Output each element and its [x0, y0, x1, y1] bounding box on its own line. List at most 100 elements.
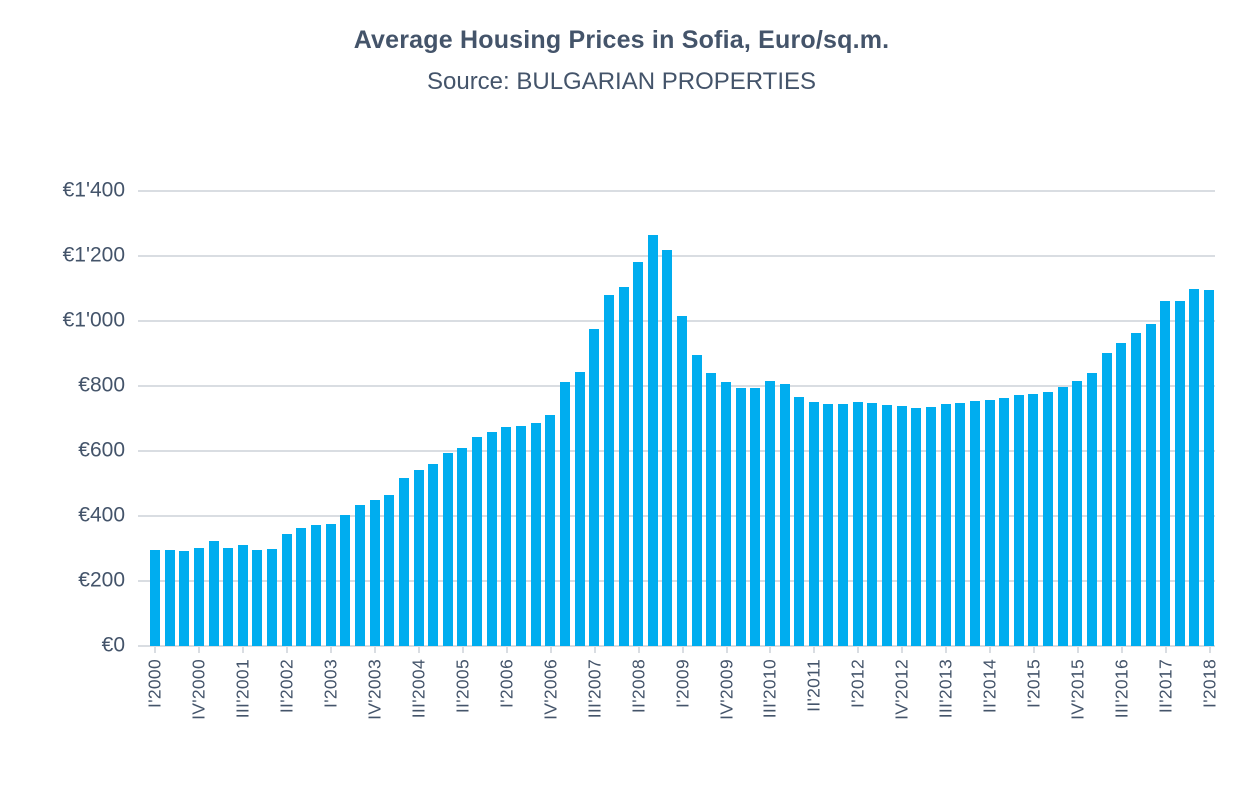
x-tick-label: I'2003: [320, 659, 341, 708]
bar-II'2011: [808, 401, 819, 646]
x-tick-label-slot: III'2016: [1112, 659, 1133, 718]
x-tick-label-slot: I'2018: [1200, 659, 1221, 708]
x-tick-label: III'2004: [408, 659, 429, 719]
bar-I'2015: [1028, 393, 1039, 646]
bar-III'2015: [1057, 387, 1068, 646]
bar-I'2009: [677, 316, 688, 646]
bar-III'2005: [472, 437, 483, 646]
y-tick-label: €1'000: [62, 308, 125, 332]
bar-IV'2014: [1013, 395, 1024, 646]
x-tick-label: I'2000: [144, 659, 165, 708]
bar-III'2003: [354, 504, 365, 646]
bar-I'2011: [794, 397, 805, 646]
bar-I'2004: [384, 495, 395, 646]
x-tick-label: II'2005: [452, 659, 473, 714]
x-axis-tick: [901, 646, 904, 653]
x-tick-label-slot: I'2009: [672, 659, 693, 708]
y-tick-label: €1'200: [62, 243, 125, 267]
y-tick-label: €200: [78, 568, 125, 592]
bar-II'2015: [1043, 391, 1054, 646]
bar-III'2007: [589, 329, 600, 646]
x-tick-label: IV'2000: [188, 659, 209, 720]
bar-II'2010: [750, 387, 761, 646]
x-axis-tick: [989, 646, 992, 653]
x-tick-label: III'2001: [232, 659, 253, 719]
bar-I'2001: [208, 540, 219, 646]
x-tick-label-slot: III'2004: [408, 659, 429, 718]
bar-III'2010: [764, 380, 775, 646]
bar-I'2016: [1087, 372, 1097, 646]
bar-IV'2007: [603, 295, 614, 646]
x-tick-label: IV'2012: [891, 659, 912, 720]
x-axis-tick: [1033, 646, 1036, 653]
x-tick-label: II'2011: [803, 659, 824, 712]
x-axis-tick: [1165, 646, 1167, 653]
bar-I'2010: [735, 387, 746, 646]
x-tick-label-slot: II'2011: [804, 659, 825, 712]
bar-I'2002: [267, 548, 278, 646]
y-tick-label: €600: [78, 438, 125, 462]
x-axis-tick: [1121, 646, 1124, 653]
bar-III'2002: [296, 528, 307, 646]
bar-II'2014: [984, 399, 995, 646]
x-axis-tick: [329, 646, 332, 653]
bar-II'2000: [164, 549, 175, 646]
x-axis-tick: [461, 646, 464, 653]
x-axis-labels: I'2000 IV'2000 III'2001 II'2002 I'2003 IV'200…: [145, 659, 1220, 786]
x-tick-label: III'2013: [935, 659, 956, 719]
x-tick-label-slot: III'2007: [584, 659, 605, 718]
bar-IV'2008: [662, 250, 673, 646]
x-tick-label: I'2015: [1023, 659, 1044, 708]
bar-II'2008: [633, 261, 644, 646]
x-tick-label: II'2014: [979, 659, 1000, 714]
bar-III'2017: [1174, 301, 1185, 646]
bar-IV'2002: [311, 525, 322, 646]
bar-I'2017: [1145, 324, 1156, 646]
x-tick-label-slot: II'2005: [452, 659, 473, 713]
bar-I'2005: [442, 453, 453, 646]
x-tick-label-slot: II'2014: [980, 659, 1001, 713]
bar-IV'2017: [1189, 288, 1200, 646]
y-axis-labels: €0 €200 €400 €600 €800 €1'000 €1'200 €1'400: [0, 179, 125, 657]
bar-I'2008: [618, 286, 629, 646]
gridline: [138, 450, 1215, 452]
bar-II'2017: [1160, 301, 1171, 646]
x-axis-tick: [198, 646, 200, 653]
chart-title: Average Housing Prices in Sofia, Euro/sq…: [353, 26, 890, 54]
chart-subtitle: Source: BULGARIAN PROPERTIES: [426, 68, 816, 95]
bar-II'2001: [223, 548, 234, 646]
bar-III'2001: [237, 545, 248, 646]
x-axis-tick: [857, 646, 860, 653]
bar-IV'2015: [1072, 380, 1083, 646]
bar-III'2009: [706, 373, 717, 646]
bar-IV'2010: [779, 384, 790, 646]
x-tick-label: II'2017: [1155, 659, 1176, 714]
bar-III'2012: [882, 405, 893, 646]
bar-II'2004: [398, 478, 409, 646]
x-axis-tick: [769, 646, 772, 653]
x-tick-label-slot: IV'2015: [1068, 659, 1089, 720]
plot-area: [138, 190, 1215, 653]
bar-IV'2005: [486, 431, 497, 646]
x-axis-tick: [417, 646, 420, 653]
x-tick-label: III'2007: [584, 659, 605, 719]
x-axis-tick: [637, 646, 640, 653]
bar-II'2009: [691, 354, 702, 646]
bar-III'2013: [940, 404, 951, 646]
bar-I'2003: [325, 524, 336, 646]
x-tick-label: I'2012: [847, 659, 868, 708]
bar-II'2013: [925, 406, 936, 646]
gridline: [138, 645, 1215, 647]
x-axis-tick: [725, 646, 728, 653]
x-tick-label-slot: IV'2006: [540, 659, 561, 720]
bar-III'2006: [530, 423, 541, 646]
bar-IV'2001: [252, 549, 263, 646]
x-axis-tick: [241, 646, 244, 653]
x-axis-tick: [373, 646, 376, 653]
bar-III'2016: [1116, 342, 1127, 646]
bar-I'2018: [1204, 290, 1215, 646]
x-tick-label-slot: II'2017: [1156, 659, 1177, 713]
x-axis-tick: [154, 646, 156, 653]
x-tick-label-slot: I'2015: [1024, 659, 1045, 708]
